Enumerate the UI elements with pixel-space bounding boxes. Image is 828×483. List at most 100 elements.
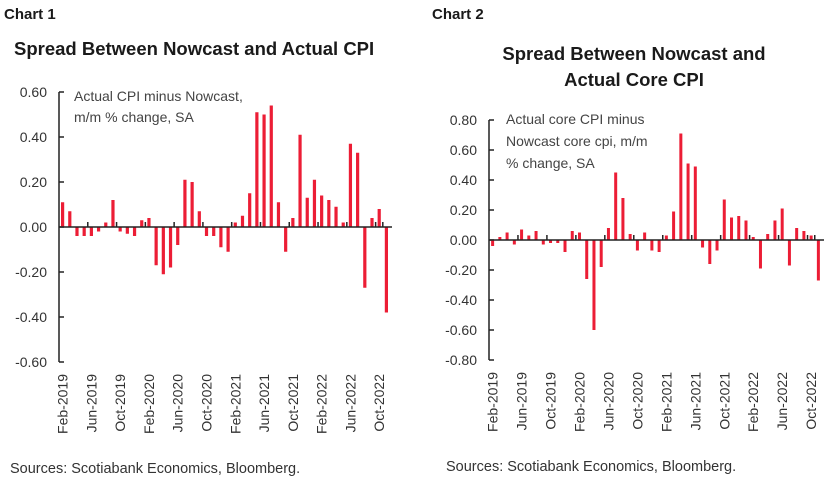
bar (125, 227, 129, 234)
bar (356, 152, 360, 227)
bar (341, 222, 345, 227)
bar (132, 227, 137, 236)
bar (577, 232, 581, 240)
bar (118, 227, 122, 232)
bar (190, 182, 194, 227)
bar (541, 240, 545, 245)
y-tick-label: -0.60 (445, 322, 477, 338)
x-tick-label: Feb-2021 (227, 374, 243, 434)
bar (758, 240, 762, 269)
x-tick-label: Jun-2021 (687, 372, 703, 431)
bar (679, 133, 683, 240)
x-tick-label: Jun-2019 (83, 374, 99, 433)
bar (650, 240, 654, 251)
bar (197, 211, 201, 227)
bar (802, 231, 806, 240)
x-tick-label: Feb-2021 (658, 372, 674, 432)
chart-title: Spread Between Nowcast and Actual CPI (14, 38, 375, 59)
bar (96, 227, 101, 232)
chart-1-plot: 0.60 0.40 0.20 0.00 -0.20 -0.40 -0.60 Feb-2019 J… (15, 84, 392, 434)
bar (255, 112, 259, 227)
bar (816, 240, 820, 281)
bar (269, 105, 273, 227)
bar (298, 134, 302, 227)
chart-2-plot: 0.80 0.60 0.40 0.20 0.00 -0.20 -0.40 -0.60 -0.80… (445, 111, 824, 432)
x-tick-label: Oct-2021 (285, 374, 301, 432)
bar (621, 198, 625, 240)
bar (305, 197, 309, 227)
bar (104, 222, 108, 227)
chart-1-panel: Chart 1 Spread Between Nowcast and Actua… (4, 6, 392, 477)
bar (82, 227, 86, 236)
bar (284, 227, 288, 252)
bar (809, 235, 813, 240)
x-tick-label: Feb-2020 (141, 374, 157, 434)
bar (657, 240, 661, 252)
bar (384, 227, 389, 313)
bar (715, 240, 719, 251)
bar (491, 240, 495, 246)
bar (512, 240, 516, 245)
bar (708, 240, 712, 264)
bar (320, 195, 324, 227)
x-tick-label: Oct-2022 (371, 374, 387, 432)
bar (348, 143, 353, 227)
bar (498, 237, 502, 240)
x-tick-label: Feb-2022 (314, 374, 330, 434)
series-annotation: % change, SA (506, 155, 595, 171)
chart-label: Chart 1 (4, 6, 56, 23)
x-tick-label: Oct-2022 (803, 372, 819, 430)
bar (291, 218, 295, 227)
bar (766, 234, 770, 240)
bar (751, 237, 755, 240)
x-tick-label: Jun-2022 (774, 372, 790, 431)
bar (693, 166, 697, 240)
bar (556, 240, 560, 243)
bar (722, 199, 726, 240)
x-tick-label: Feb-2020 (571, 372, 587, 432)
bar (226, 227, 230, 252)
series-annotation: Actual CPI minus Nowcast, (74, 88, 243, 104)
chart-title: Spread Between Nowcast and Actual Core C… (474, 41, 794, 93)
bar (563, 240, 567, 252)
bar (643, 232, 647, 240)
x-tick-label: Oct-2021 (716, 372, 732, 430)
bar (89, 227, 93, 236)
x-tick-label: Oct-2019 (543, 372, 559, 430)
bar (161, 227, 165, 275)
bar (628, 234, 632, 240)
y-tick-label: -0.60 (15, 354, 47, 370)
y-tick-label: 0.20 (450, 202, 477, 218)
source-note: Sources: Scotiabank Economics, Bloomberg… (446, 459, 737, 475)
bar (606, 228, 610, 240)
series-annotation: Actual core CPI minus (506, 111, 645, 127)
bar (75, 227, 79, 236)
bar (370, 218, 374, 227)
bar (614, 172, 618, 240)
bar (111, 200, 115, 227)
chart-title-line-1: Spread Between Nowcast and (502, 43, 766, 64)
y-tick-label: 0.20 (20, 174, 47, 190)
bar (233, 222, 237, 227)
x-tick-label: Feb-2019 (55, 374, 71, 434)
bar (730, 217, 734, 240)
bar (701, 240, 705, 248)
x-tick-label: Jun-2020 (600, 372, 616, 431)
bar (570, 231, 574, 240)
bar (592, 240, 596, 330)
x-tick-label: Jun-2021 (256, 374, 272, 433)
series-annotation: m/m % change, SA (74, 109, 194, 125)
bar (219, 227, 223, 248)
y-tick-label: 0.40 (450, 172, 477, 188)
bar (140, 220, 144, 227)
bar (520, 229, 524, 240)
y-tick-label: 0.00 (20, 219, 47, 235)
y-tick-label: -0.40 (15, 309, 47, 325)
y-tick-label: -0.40 (445, 292, 477, 308)
bar (585, 240, 589, 279)
bar (599, 240, 603, 267)
bar (68, 211, 72, 227)
bar (276, 202, 281, 227)
bar (334, 206, 338, 227)
x-tick-label: Feb-2019 (485, 372, 501, 432)
